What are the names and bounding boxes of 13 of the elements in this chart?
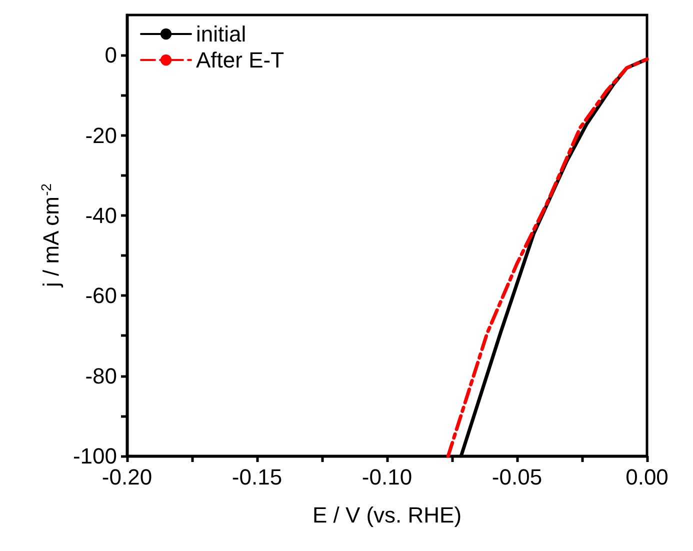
legend-label: initial (196, 22, 246, 46)
y-tick-label: -60 (85, 283, 117, 308)
x-tick-label: -0.05 (492, 464, 542, 490)
legend-label: After E-T (196, 48, 284, 72)
y-tick-label: 0 (104, 42, 117, 68)
y-tick-label: -20 (85, 122, 117, 148)
y-tick-label: -80 (85, 363, 117, 388)
x-axis-title: E / V (vs. RHE) (312, 502, 462, 528)
x-tick-label: -0.10 (362, 464, 412, 490)
y-axis-title: j / mA cm-2 (38, 183, 64, 288)
x-tick-label: -0.15 (232, 464, 282, 490)
y-tick-label: -40 (85, 202, 117, 228)
x-tick-label: 0.00 (626, 464, 668, 490)
